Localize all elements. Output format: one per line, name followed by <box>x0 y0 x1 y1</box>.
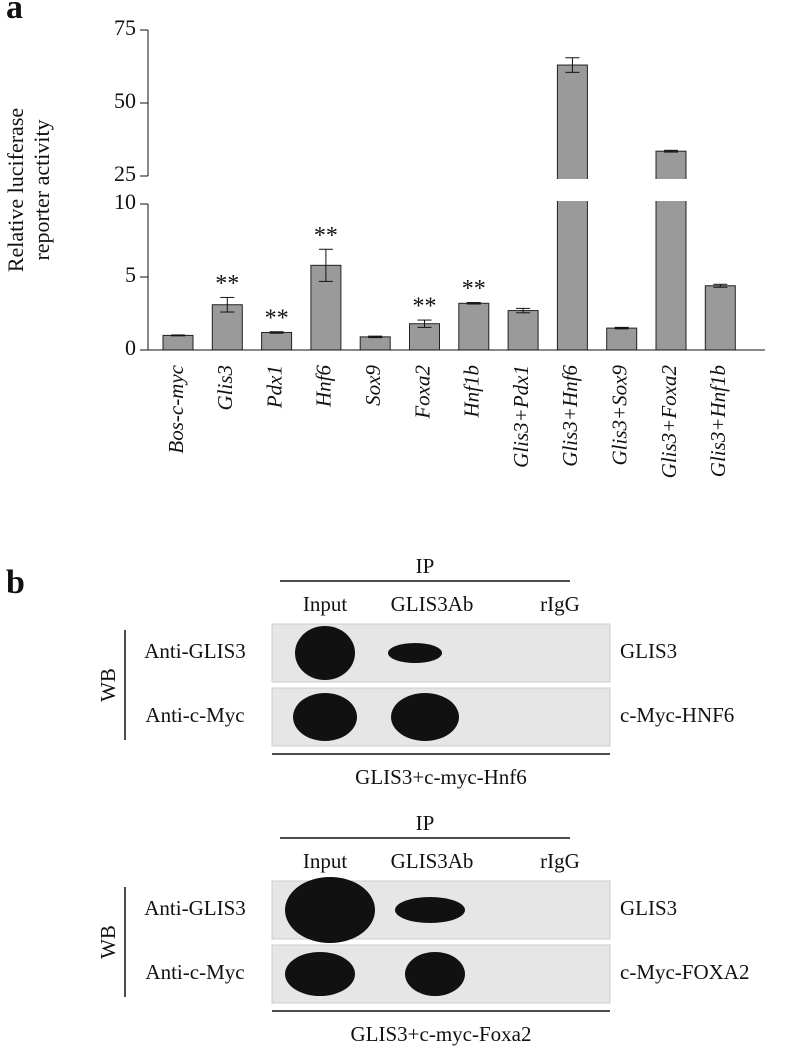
error-bar <box>368 335 383 339</box>
protein-label: c-Myc-HNF6 <box>620 703 734 727</box>
y-tick-label: 25 <box>114 161 136 186</box>
x-tick-label: Pdx1 <box>262 365 286 409</box>
bar <box>606 327 638 351</box>
column-label: rIgG <box>540 849 580 873</box>
y-axis-label: reporter activity <box>29 119 54 260</box>
error-bar <box>614 326 629 330</box>
x-tick-label: Glis3+Sox9 <box>608 365 632 466</box>
x-tick-label: Glis3 <box>213 365 237 411</box>
x-tick-label: Hnf1b <box>460 365 484 419</box>
significance: ** <box>413 294 437 320</box>
x-tick-label: Sox9 <box>361 365 385 406</box>
column-label: rIgG <box>540 592 580 616</box>
y-axis-label: Relative luciferase <box>3 108 28 272</box>
band <box>391 693 459 741</box>
axis-break <box>149 179 769 201</box>
band <box>285 877 375 943</box>
band <box>293 693 357 741</box>
column-label: Input <box>303 849 347 873</box>
protein-label: GLIS3 <box>620 639 677 663</box>
column-label: GLIS3Ab <box>391 849 474 873</box>
error-bar <box>220 296 235 313</box>
x-tick-label: Glis3+Hnf1b <box>706 365 730 477</box>
error-bar <box>516 307 531 314</box>
caption: GLIS3+c-myc-Hnf6 <box>355 765 527 789</box>
x-tick-label: Foxa2 <box>410 365 434 420</box>
bar <box>458 302 490 351</box>
error-bar <box>417 319 432 328</box>
y-tick-label: 5 <box>125 262 136 287</box>
bar <box>409 323 440 351</box>
antibody-label: Anti-c-Myc <box>145 960 244 984</box>
significance: ** <box>265 305 289 331</box>
band <box>295 626 355 680</box>
column-label: GLIS3Ab <box>391 592 474 616</box>
antibody-label: Anti-c-Myc <box>145 703 244 727</box>
y-tick-label: 50 <box>114 88 136 113</box>
antibody-label: Anti-GLIS3 <box>144 639 246 663</box>
band <box>395 897 465 923</box>
y-tick-label: 10 <box>114 189 136 214</box>
bar <box>261 331 293 351</box>
bar <box>359 336 391 351</box>
caption: GLIS3+c-myc-Foxa2 <box>351 1022 532 1046</box>
x-tick-label: Glis3+Foxa2 <box>657 365 681 479</box>
error-bar <box>466 302 481 305</box>
band <box>388 643 442 663</box>
panel-label: b <box>6 564 25 601</box>
significance: ** <box>314 223 338 249</box>
x-tick-label: Glis3+Hnf6 <box>558 365 582 467</box>
error-bar <box>713 283 728 288</box>
bar <box>556 64 588 351</box>
bar <box>507 310 539 351</box>
error-bar <box>269 331 284 334</box>
x-tick-label: Bos-c-myc <box>164 364 188 453</box>
antibody-label: Anti-GLIS3 <box>144 896 246 920</box>
wb-label: WB <box>96 668 120 702</box>
error-bar <box>318 248 333 282</box>
bar <box>162 334 194 351</box>
significance: ** <box>462 276 486 302</box>
significance: ** <box>215 271 239 297</box>
band <box>405 952 465 996</box>
error-bar <box>664 149 678 153</box>
y-tick-label: 0 <box>125 335 136 360</box>
protein-label: c-Myc-FOXA2 <box>620 960 749 984</box>
x-tick-label: Hnf6 <box>312 365 336 409</box>
band <box>285 952 355 996</box>
ip-label: IP <box>416 811 435 835</box>
panel-label: a <box>6 0 23 26</box>
x-tick-label: Glis3+Pdx1 <box>509 365 533 468</box>
bar <box>704 285 736 351</box>
error-bar <box>565 57 580 73</box>
protein-label: GLIS3 <box>620 896 677 920</box>
ip-label: IP <box>416 554 435 578</box>
column-label: Input <box>303 592 347 616</box>
y-tick-label: 75 <box>114 15 136 40</box>
wb-label: WB <box>96 925 120 959</box>
error-bar <box>171 334 185 337</box>
